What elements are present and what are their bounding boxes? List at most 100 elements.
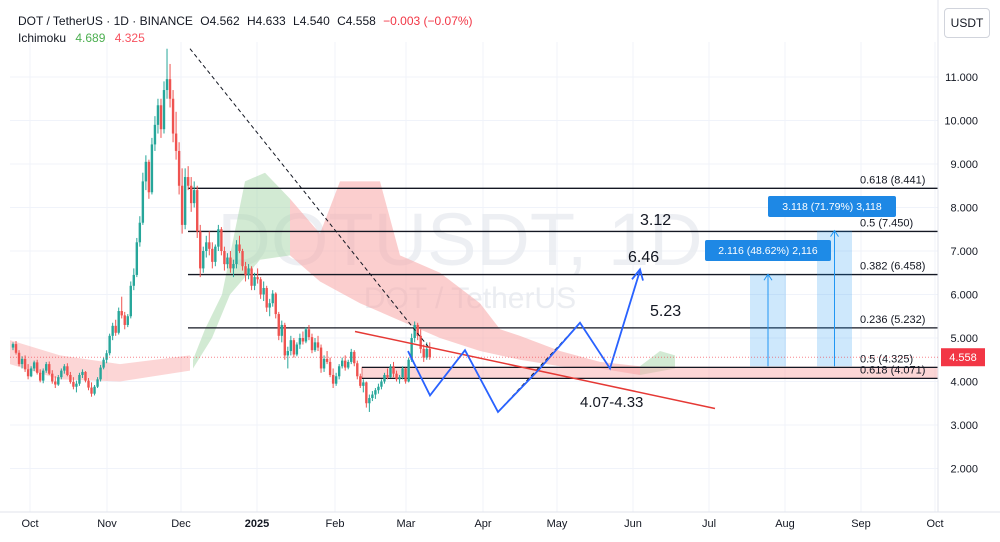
symbol-label[interactable]: DOT / TetherUS · 1D · BINANCE bbox=[18, 14, 193, 28]
candle-body bbox=[126, 316, 129, 325]
candle-body bbox=[238, 244, 241, 251]
candle-body bbox=[14, 344, 18, 353]
candle-body bbox=[241, 251, 244, 267]
y-tick-label: 4.000 bbox=[950, 377, 978, 389]
indicator-header: Ichimoku 4.689 4.325 bbox=[18, 31, 145, 45]
candle-body bbox=[386, 374, 389, 378]
measure-arrow-head bbox=[830, 229, 839, 237]
annotation-label: 4.07-4.33 bbox=[580, 394, 643, 411]
candle-body bbox=[117, 311, 120, 333]
candle-body bbox=[144, 161, 148, 182]
indicator-value-1: 4.689 bbox=[75, 31, 106, 45]
resistance-trendline[interactable] bbox=[354, 330, 716, 410]
close-value: C4.558 bbox=[337, 14, 376, 28]
candle-body bbox=[217, 229, 220, 247]
candle-body bbox=[168, 79, 172, 99]
candle-body bbox=[347, 361, 350, 368]
candle-body bbox=[247, 268, 250, 275]
candle-body bbox=[253, 277, 256, 286]
currency-button[interactable]: USDT bbox=[944, 8, 990, 38]
candle-body bbox=[316, 342, 320, 348]
x-tick-label: Aug bbox=[775, 518, 795, 530]
y-tick-label: 11.000 bbox=[945, 72, 978, 84]
candle-body bbox=[295, 344, 299, 355]
candle-body bbox=[147, 161, 151, 193]
y-tick-label: 3.000 bbox=[950, 420, 978, 432]
annotation-label: 3.12 bbox=[640, 212, 671, 229]
candle-body bbox=[413, 324, 416, 338]
candle-body bbox=[202, 251, 205, 269]
candle-body bbox=[93, 386, 96, 394]
candle-body bbox=[186, 177, 190, 186]
candle-body bbox=[183, 177, 187, 225]
candle-body bbox=[81, 371, 84, 375]
arrow-head bbox=[631, 267, 644, 281]
candle-body bbox=[102, 359, 105, 368]
fib-label: 0.382 (6.458) bbox=[860, 261, 925, 273]
last-price-tag[interactable] bbox=[941, 348, 985, 367]
candle-body bbox=[277, 314, 280, 336]
measure-label-box[interactable] bbox=[768, 196, 896, 217]
candle-body bbox=[368, 398, 371, 404]
fib-label: 0.5 (4.325) bbox=[860, 353, 913, 365]
candle-body bbox=[371, 394, 374, 399]
candle-body bbox=[401, 368, 404, 378]
candles bbox=[11, 48, 431, 412]
candle-body bbox=[29, 368, 33, 377]
candle-body bbox=[156, 105, 160, 125]
candle-body bbox=[280, 324, 283, 336]
candle-body bbox=[262, 287, 265, 295]
chart-grid bbox=[10, 42, 938, 512]
annotation-label: 5.23 bbox=[650, 303, 681, 320]
measure-arrow-head bbox=[763, 273, 773, 281]
candle-body bbox=[171, 98, 175, 134]
candle-body bbox=[165, 79, 169, 91]
cloud-bull-1 bbox=[193, 172, 290, 369]
x-tick-label: Jun bbox=[624, 518, 642, 530]
candle-body bbox=[23, 358, 27, 370]
candle-body bbox=[235, 244, 238, 265]
candle-body bbox=[286, 351, 290, 356]
y-axis[interactable]: 11.000 10.000 9.000 8.000 7.000 6.000 5.000 4.0… bbox=[0, 0, 1000, 513]
measure-boxes[interactable]: 2.116 (48.62%) 2,116 3.118 (71.79%) 3,118 bbox=[705, 196, 896, 367]
x-axis[interactable]: Oct Nov Dec 2025 Feb Mar Apr May Jun Jul Aug Sep Oct bbox=[21, 518, 943, 530]
candle-body bbox=[214, 246, 217, 262]
candle-body bbox=[319, 347, 323, 369]
cloud-bear-2 bbox=[290, 181, 640, 375]
annotations: 3.12 6.46 5.23 4.07-4.33 bbox=[580, 212, 681, 411]
candle-body bbox=[350, 351, 353, 362]
measure-label-box[interactable] bbox=[705, 240, 831, 261]
candle-body bbox=[229, 257, 232, 269]
candle-body bbox=[334, 376, 338, 384]
candle-body bbox=[250, 268, 253, 286]
candle-body bbox=[310, 337, 314, 351]
candle-body bbox=[220, 229, 223, 251]
candle-body bbox=[132, 274, 135, 286]
candle-body bbox=[313, 342, 317, 351]
drawing-lines[interactable] bbox=[189, 48, 716, 414]
candle-body bbox=[20, 358, 24, 365]
x-tick-label: Sep bbox=[851, 518, 871, 530]
x-tick-label: Feb bbox=[326, 518, 345, 530]
wave-pattern-line[interactable] bbox=[407, 270, 641, 414]
candle-body bbox=[325, 358, 329, 362]
low-value: L4.540 bbox=[293, 14, 330, 28]
dashed-trendline[interactable] bbox=[189, 48, 431, 350]
candle-body bbox=[422, 348, 425, 358]
candle-body bbox=[129, 285, 132, 317]
candle-body bbox=[153, 124, 157, 145]
candle-body bbox=[135, 242, 139, 275]
candle-body bbox=[407, 359, 410, 382]
candle-body bbox=[42, 370, 45, 381]
indicator-label[interactable]: Ichimoku bbox=[18, 31, 67, 45]
candle-body bbox=[344, 360, 347, 368]
candle-body bbox=[57, 377, 60, 385]
candle-body bbox=[223, 251, 226, 265]
candle-body bbox=[331, 374, 335, 384]
x-tick-label: May bbox=[547, 518, 568, 530]
candle-body bbox=[99, 367, 102, 380]
candle-body bbox=[389, 366, 392, 378]
candle-body bbox=[365, 382, 368, 404]
candle-body bbox=[328, 361, 332, 375]
